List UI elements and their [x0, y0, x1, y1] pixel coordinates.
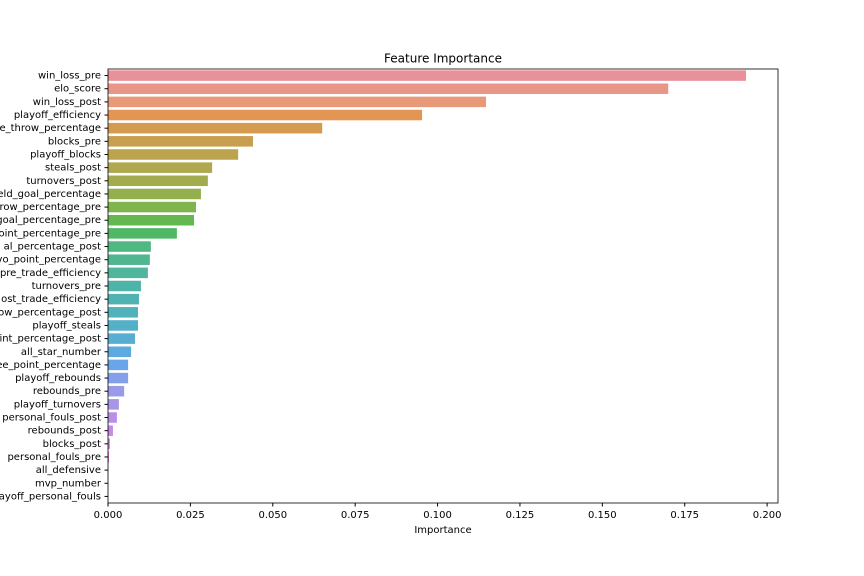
x-tick-label: 0.150	[588, 510, 617, 521]
bar	[108, 359, 129, 371]
y-tick-label: blocks_pre	[48, 136, 101, 147]
y-tick-label: rebounds_pre	[33, 386, 101, 397]
bar	[108, 201, 196, 213]
y-tick-label: playoff_steals	[32, 320, 101, 331]
bar	[108, 96, 487, 108]
x-tick-label: 0.175	[670, 510, 699, 521]
bar	[108, 425, 113, 436]
y-tick-label: personal_fouls_post	[2, 413, 101, 424]
y-tick-label: blocks_post	[43, 439, 101, 450]
y-tick-label: vo_point_percentage	[0, 255, 101, 266]
bar	[108, 451, 109, 463]
y-tick-label: goal_percentage_pre	[0, 215, 101, 226]
bar	[108, 83, 669, 94]
y-tick-label: playoff_turnovers	[14, 399, 101, 410]
bar	[108, 280, 141, 292]
bar	[108, 320, 138, 331]
y-tick-label: elo_score	[54, 84, 101, 95]
y-tick-label: e_throw_percentage	[0, 123, 101, 134]
bar	[108, 136, 254, 147]
x-tick-label: 0.100	[423, 510, 452, 521]
y-tick-label: rebounds_post	[28, 426, 101, 437]
y-tick-label: playoff_rebounds	[15, 373, 101, 384]
bar	[108, 70, 747, 81]
bar	[108, 122, 323, 134]
bar	[108, 267, 148, 279]
y-tick-label: playoff_blocks	[30, 149, 101, 160]
y-tick-label: all_star_number	[21, 347, 102, 358]
bar	[108, 188, 201, 200]
y-tick-label: playoff_efficiency	[14, 110, 101, 121]
y-tick-label: turnovers_post	[26, 176, 101, 187]
x-tick-label: 0.025	[176, 510, 205, 521]
y-tick-label: ayoff_personal_fouls	[0, 491, 101, 502]
bar	[108, 214, 195, 226]
bar	[108, 241, 151, 252]
x-tick-label: 0.000	[94, 510, 123, 521]
y-tick-label: eld_goal_percentage	[0, 189, 101, 200]
y-tick-label: mvp_number	[35, 478, 102, 489]
bar	[108, 412, 117, 423]
bar	[108, 254, 150, 265]
y-tick-label: personal_fouls_pre	[7, 452, 101, 463]
x-tick-label: 0.050	[258, 510, 287, 521]
bar	[108, 307, 138, 318]
y-tick-label: ee_point_percentage	[0, 360, 101, 371]
y-tick-label: turnovers_pre	[32, 281, 101, 292]
chart-title: Feature Importance	[384, 52, 502, 66]
x-tick-label: 0.075	[341, 510, 370, 521]
y-tick-label: win_loss_post	[33, 97, 101, 108]
bar	[108, 228, 177, 239]
x-tick-label: 0.125	[506, 510, 535, 521]
bar	[108, 438, 110, 450]
y-tick-label: row_percentage_pre	[0, 202, 101, 213]
bar	[108, 175, 208, 187]
y-tick-label: al_percentage_post	[4, 242, 102, 253]
y-tick-label: ost_trade_efficiency	[1, 294, 101, 305]
bar	[108, 333, 136, 344]
y-tick-label: pre_trade_efficiency	[0, 268, 101, 279]
bar	[108, 346, 132, 358]
y-tick-label: int_percentage_post	[0, 334, 101, 345]
y-tick-label: steals_post	[45, 163, 101, 174]
bar	[108, 399, 119, 410]
bar	[108, 385, 125, 397]
x-tick-label: 0.200	[753, 510, 782, 521]
y-tick-label: ow_percentage_post	[0, 307, 101, 318]
bar	[108, 162, 213, 173]
bar	[108, 109, 423, 121]
y-tick-label: all_defensive	[36, 465, 101, 476]
x-axis-label: Importance	[414, 525, 471, 536]
bar	[108, 293, 139, 305]
y-tick-label: oint_percentage_pre	[0, 228, 101, 239]
axes-frame	[107, 68, 779, 504]
bar	[108, 149, 239, 160]
y-tick-label: win_loss_pre	[38, 71, 101, 82]
bar	[108, 372, 129, 384]
